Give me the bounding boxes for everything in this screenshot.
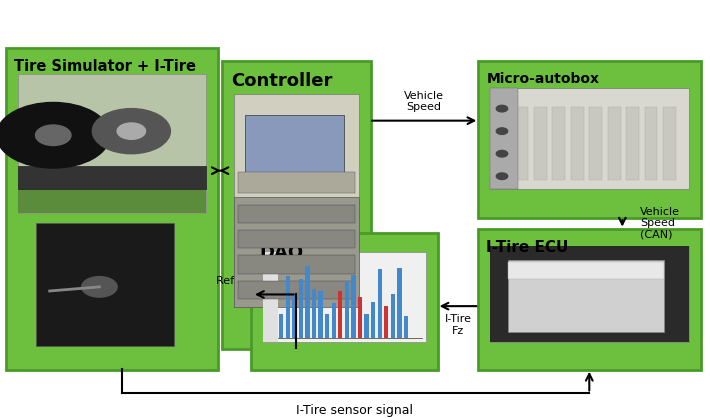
Circle shape <box>92 109 170 154</box>
Bar <box>18 166 206 189</box>
Bar <box>384 306 388 338</box>
Bar <box>305 265 310 338</box>
Text: I-Tire ECU: I-Tire ECU <box>486 240 569 255</box>
Bar <box>263 252 278 342</box>
Bar <box>238 255 355 274</box>
Text: Ref. Fz: Ref. Fz <box>216 276 253 286</box>
FancyBboxPatch shape <box>478 61 701 218</box>
Bar <box>293 294 297 338</box>
Bar <box>391 293 395 338</box>
Bar <box>344 281 349 338</box>
Bar <box>589 107 602 180</box>
Text: Vehicle
Speed
(CAN): Vehicle Speed (CAN) <box>640 207 680 240</box>
Text: Vehicle
Speed: Vehicle Speed <box>404 91 444 112</box>
Circle shape <box>496 150 508 157</box>
Bar <box>534 107 547 180</box>
Circle shape <box>496 128 508 135</box>
Bar <box>404 316 408 338</box>
Bar <box>490 246 689 342</box>
Bar <box>378 269 382 338</box>
Bar <box>490 88 518 189</box>
Bar <box>299 279 303 338</box>
Bar <box>312 289 316 338</box>
Bar <box>508 260 664 332</box>
Bar <box>318 291 323 338</box>
Bar <box>238 281 355 299</box>
FancyBboxPatch shape <box>6 48 218 370</box>
FancyBboxPatch shape <box>251 233 438 370</box>
FancyBboxPatch shape <box>478 229 701 370</box>
Bar <box>608 107 621 180</box>
Bar <box>515 107 528 180</box>
Circle shape <box>36 125 71 145</box>
Circle shape <box>0 102 110 168</box>
Circle shape <box>82 277 117 297</box>
Bar <box>238 230 355 248</box>
Bar <box>371 302 376 338</box>
Bar <box>285 276 290 338</box>
FancyBboxPatch shape <box>18 74 206 213</box>
Circle shape <box>117 123 146 139</box>
Bar <box>238 204 355 223</box>
Bar <box>497 107 510 180</box>
Bar <box>338 291 342 338</box>
Text: I-Tire sensor signal: I-Tire sensor signal <box>297 404 413 417</box>
Text: Controller: Controller <box>231 72 332 90</box>
Bar <box>397 268 402 338</box>
Circle shape <box>496 105 508 112</box>
Bar <box>325 314 329 338</box>
Bar <box>245 115 344 172</box>
FancyBboxPatch shape <box>222 61 371 349</box>
Bar <box>332 303 336 338</box>
Bar <box>508 262 664 279</box>
Bar <box>364 314 368 338</box>
FancyBboxPatch shape <box>263 252 426 342</box>
Text: Micro-autobox: Micro-autobox <box>486 72 599 86</box>
Bar <box>552 107 565 180</box>
Bar <box>18 184 206 213</box>
Text: I-Tire
Fz: I-Tire Fz <box>444 314 471 336</box>
FancyBboxPatch shape <box>36 223 174 346</box>
Bar <box>279 314 283 338</box>
FancyBboxPatch shape <box>490 246 689 342</box>
Circle shape <box>496 173 508 179</box>
Bar <box>238 172 355 193</box>
Text: DAQ: DAQ <box>259 244 303 262</box>
Bar <box>351 275 356 338</box>
FancyBboxPatch shape <box>490 88 689 189</box>
Text: Tire Simulator + I-Tire: Tire Simulator + I-Tire <box>14 59 196 74</box>
Bar <box>663 107 676 180</box>
FancyBboxPatch shape <box>234 94 359 307</box>
Bar <box>571 107 584 180</box>
Bar <box>645 107 657 180</box>
Bar <box>626 107 639 180</box>
Bar <box>358 297 362 338</box>
Bar <box>234 197 359 307</box>
